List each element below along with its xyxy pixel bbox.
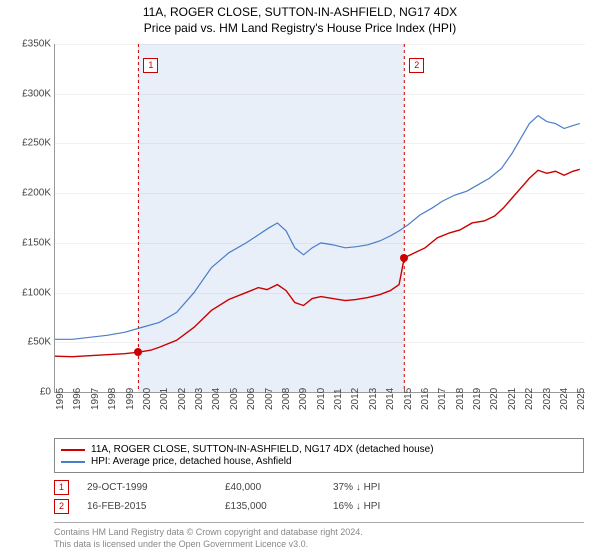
sale-point — [134, 348, 142, 356]
x-tick-label: 2004 — [211, 388, 222, 410]
x-tick-label: 2021 — [507, 388, 518, 410]
event-row-1: 1 29-OCT-1999 £40,000 37% ↓ HPI — [54, 480, 584, 495]
x-tick-label: 1999 — [125, 388, 136, 410]
event-row-2: 2 16-FEB-2015 £135,000 16% ↓ HPI — [54, 499, 584, 514]
x-tick-label: 1996 — [72, 388, 83, 410]
x-tick-label: 2023 — [542, 388, 553, 410]
chart-svg — [55, 44, 585, 392]
x-tick-label: 2015 — [403, 388, 414, 410]
x-tick-label: 2008 — [281, 388, 292, 410]
x-tick-label: 1995 — [55, 388, 66, 410]
x-tick-label: 2009 — [298, 388, 309, 410]
events-table: 1 29-OCT-1999 £40,000 37% ↓ HPI 2 16-FEB… — [54, 480, 584, 518]
x-tick-label: 2000 — [142, 388, 153, 410]
legend-label-hpi: HPI: Average price, detached house, Ashf… — [91, 456, 292, 467]
title-address: 11A, ROGER CLOSE, SUTTON-IN-ASHFIELD, NG… — [0, 4, 600, 20]
x-tick-label: 2002 — [177, 388, 188, 410]
sale-marker: 1 — [143, 58, 158, 73]
x-tick-label: 2006 — [246, 388, 257, 410]
y-tick-label: £350K — [5, 39, 51, 50]
chart-container: 11A, ROGER CLOSE, SUTTON-IN-ASHFIELD, NG… — [0, 0, 600, 560]
legend-row-property: 11A, ROGER CLOSE, SUTTON-IN-ASHFIELD, NG… — [61, 444, 577, 455]
x-tick-label: 2016 — [420, 388, 431, 410]
x-tick-label: 1997 — [90, 388, 101, 410]
plot-area: £0£50K£100K£150K£200K£250K£300K£350K1995… — [54, 44, 585, 393]
event-date-1: 29-OCT-1999 — [87, 482, 207, 493]
x-tick-label: 2019 — [472, 388, 483, 410]
y-tick-label: £250K — [5, 138, 51, 149]
x-tick-label: 2007 — [264, 388, 275, 410]
x-tick-label: 2018 — [455, 388, 466, 410]
footer-attribution: Contains HM Land Registry data © Crown c… — [54, 522, 584, 550]
x-tick-label: 2024 — [559, 388, 570, 410]
y-tick-label: £50K — [5, 337, 51, 348]
event-diff-2: 16% ↓ HPI — [333, 501, 584, 512]
footer-line-1: Contains HM Land Registry data © Crown c… — [54, 527, 584, 539]
title-subtitle: Price paid vs. HM Land Registry's House … — [0, 20, 600, 36]
event-marker-2: 2 — [54, 499, 69, 514]
legend-label-property: 11A, ROGER CLOSE, SUTTON-IN-ASHFIELD, NG… — [91, 444, 434, 455]
y-tick-label: £100K — [5, 287, 51, 298]
sale-point — [400, 254, 408, 262]
x-tick-label: 2020 — [489, 388, 500, 410]
x-tick-label: 2010 — [316, 388, 327, 410]
event-price-1: £40,000 — [225, 482, 315, 493]
chart-titles: 11A, ROGER CLOSE, SUTTON-IN-ASHFIELD, NG… — [0, 0, 600, 36]
legend-box: 11A, ROGER CLOSE, SUTTON-IN-ASHFIELD, NG… — [54, 438, 584, 473]
y-tick-label: £150K — [5, 237, 51, 248]
x-tick-label: 1998 — [107, 388, 118, 410]
x-tick-label: 2022 — [524, 388, 535, 410]
x-tick-label: 2011 — [333, 388, 344, 410]
y-tick-label: £200K — [5, 188, 51, 199]
x-tick-label: 2014 — [385, 388, 396, 410]
legend-row-hpi: HPI: Average price, detached house, Ashf… — [61, 456, 577, 467]
y-tick-label: £0 — [5, 387, 51, 398]
x-tick-label: 2013 — [368, 388, 379, 410]
x-tick-label: 2005 — [229, 388, 240, 410]
x-tick-label: 2017 — [437, 388, 448, 410]
event-diff-1: 37% ↓ HPI — [333, 482, 584, 493]
y-tick-label: £300K — [5, 88, 51, 99]
legend-swatch-hpi — [61, 461, 85, 463]
x-tick-label: 2012 — [350, 388, 361, 410]
event-date-2: 16-FEB-2015 — [87, 501, 207, 512]
x-tick-label: 2003 — [194, 388, 205, 410]
footer-line-2: This data is licensed under the Open Gov… — [54, 539, 584, 551]
sale-marker: 2 — [409, 58, 424, 73]
event-price-2: £135,000 — [225, 501, 315, 512]
x-tick-label: 2025 — [576, 388, 587, 410]
legend-swatch-property — [61, 449, 85, 451]
x-tick-label: 2001 — [159, 388, 170, 410]
event-marker-1: 1 — [54, 480, 69, 495]
